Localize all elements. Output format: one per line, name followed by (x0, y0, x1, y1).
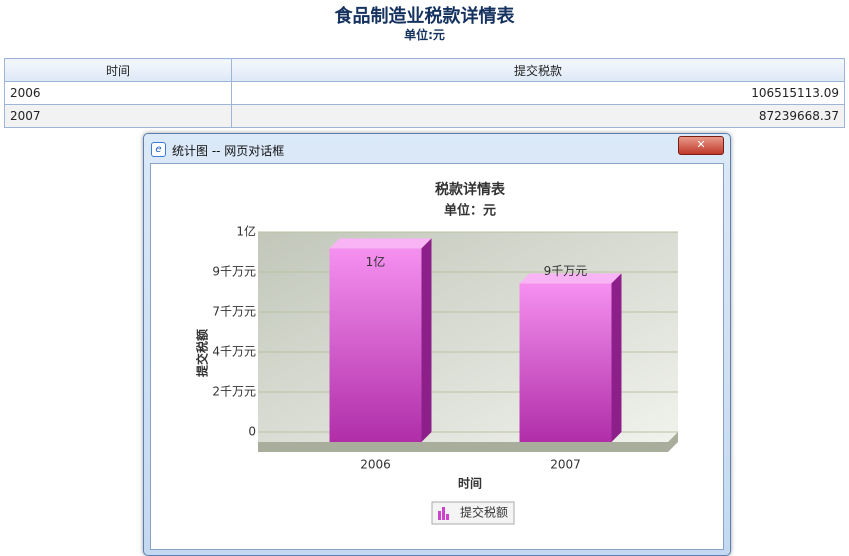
bar (329, 248, 422, 442)
x-axis-title: 时间 (458, 476, 482, 491)
bar-top (519, 273, 622, 284)
bar-side (611, 273, 622, 442)
tax-table: 时间 提交税款 2006 106515113.09 2007 87239668.37 (4, 58, 845, 128)
legend-swatch (446, 514, 449, 520)
page-title: 食品制造业税款详情表 (334, 6, 515, 27)
y-axis-title: 提交税额 (195, 329, 210, 377)
y-tick-label: 4千万元 (212, 345, 256, 359)
ie-icon: e (151, 142, 166, 157)
legend-label: 提交税额 (460, 505, 508, 520)
x-tick-label: 2007 (550, 458, 581, 472)
chart-title: 税款详情表 (435, 181, 506, 198)
bar-top (329, 238, 432, 249)
value-label: 9千万元 (544, 264, 588, 278)
y-tick-label: 1亿 (236, 224, 256, 239)
bar (519, 283, 612, 442)
cell: 106515113.09 (231, 81, 845, 105)
y-tick-label: 7千万元 (212, 305, 256, 319)
y-tick-label: 0 (248, 425, 256, 439)
bar-side (421, 238, 432, 442)
y-tick-label: 2千万元 (212, 385, 256, 399)
dialog-title: 统计图 -- 网页对话框 (172, 144, 285, 158)
legend-swatch (442, 507, 445, 520)
legend-swatch (438, 511, 441, 520)
close-button[interactable]: ✕ (678, 136, 724, 155)
x-tick-label: 2006 (360, 458, 391, 472)
y-tick-label: 9千万元 (212, 265, 256, 279)
legend-box (431, 501, 515, 525)
plot-floor (258, 432, 678, 452)
value-label: 1亿 (366, 254, 386, 269)
page-subtitle: 单位:元 (404, 28, 445, 42)
column-header: 时间 (4, 58, 232, 82)
cell: 2006 (4, 81, 232, 105)
chart-subtitle: 单位：元 (444, 203, 496, 219)
cell: 87239668.37 (231, 104, 845, 128)
cell: 2007 (4, 104, 232, 128)
